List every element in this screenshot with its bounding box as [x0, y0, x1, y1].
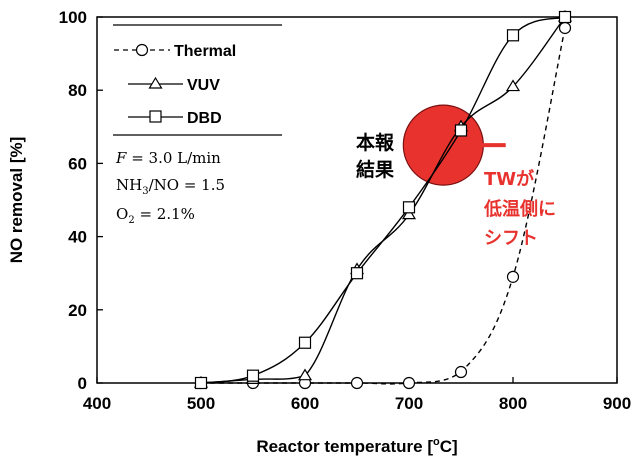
condition-ratio: NH3/NO = 1.5	[116, 176, 225, 197]
x-tick-label: 600	[291, 394, 319, 413]
data-point	[352, 268, 363, 279]
data-point	[508, 30, 519, 41]
y-tick-label: 40	[68, 228, 87, 247]
legend-marker-circle	[137, 45, 148, 56]
data-point	[456, 125, 467, 136]
y-tick-label: 100	[59, 8, 87, 27]
y-tick-labels: 0 20 40 60 80 100	[59, 8, 87, 393]
legend-marker-triangle	[150, 78, 162, 88]
x-axis-title: Reactor temperature [oC]	[256, 436, 457, 456]
condition-oxygen: O2 = 2.1%	[116, 205, 195, 226]
data-point	[404, 202, 415, 213]
data-point	[508, 271, 519, 282]
x-tick-label: 500	[187, 394, 215, 413]
data-point	[196, 378, 207, 389]
data-point	[352, 378, 363, 389]
result-label-line1: 本報	[356, 131, 395, 154]
x-tick-label: 400	[83, 394, 111, 413]
y-tick-label: 0	[78, 374, 87, 393]
legend-marker-square	[150, 111, 161, 122]
y-tick-label: 20	[68, 301, 87, 320]
legend: Thermal VUV DBD	[113, 25, 282, 135]
legend-label-thermal: Thermal	[174, 43, 236, 60]
legend-label-dbd: DBD	[187, 110, 222, 127]
y-tick-label: 80	[68, 81, 87, 100]
result-label-line2: 結果	[356, 158, 394, 181]
y-tick-label: 60	[68, 154, 87, 173]
data-point	[404, 378, 415, 389]
shift-label-line3: シフト	[484, 228, 538, 249]
y-axis-title: NO removal [%]	[7, 137, 26, 264]
data-point	[560, 12, 571, 23]
data-point	[456, 367, 467, 378]
shift-label-line1: TWが	[484, 168, 534, 190]
data-point	[300, 337, 311, 348]
shift-label-line2: 低温側に	[483, 198, 556, 220]
x-tick-labels: 400 500 600 700 800 900	[83, 394, 631, 413]
legend-entry-thermal: Thermal	[114, 43, 236, 60]
conditions-block: F = 3.0 L/min NH3/NO = 1.5 O2 = 2.1%	[115, 149, 225, 226]
legend-entry-dbd: DBD	[128, 110, 222, 127]
x-tick-label: 900	[603, 394, 631, 413]
data-point	[560, 22, 571, 33]
condition-flow: F = 3.0 L/min	[115, 149, 221, 167]
legend-entry-vuv: VUV	[128, 77, 220, 94]
legend-label-vuv: VUV	[187, 77, 220, 94]
x-tick-label: 800	[499, 394, 527, 413]
x-tick-label: 700	[395, 394, 423, 413]
data-point	[248, 370, 259, 381]
